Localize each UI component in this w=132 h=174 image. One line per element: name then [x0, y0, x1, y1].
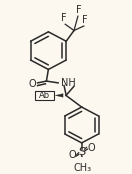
Text: NH: NH — [61, 78, 76, 88]
Text: CH₃: CH₃ — [74, 164, 92, 173]
Text: O: O — [29, 79, 37, 89]
Text: O: O — [88, 143, 95, 153]
FancyBboxPatch shape — [35, 91, 54, 100]
Text: O: O — [68, 151, 76, 160]
Polygon shape — [55, 94, 63, 97]
Text: S: S — [78, 147, 85, 157]
Text: F: F — [61, 13, 67, 23]
Text: F: F — [82, 15, 88, 25]
Text: F: F — [76, 5, 82, 15]
Text: Ab: Ab — [39, 91, 50, 100]
